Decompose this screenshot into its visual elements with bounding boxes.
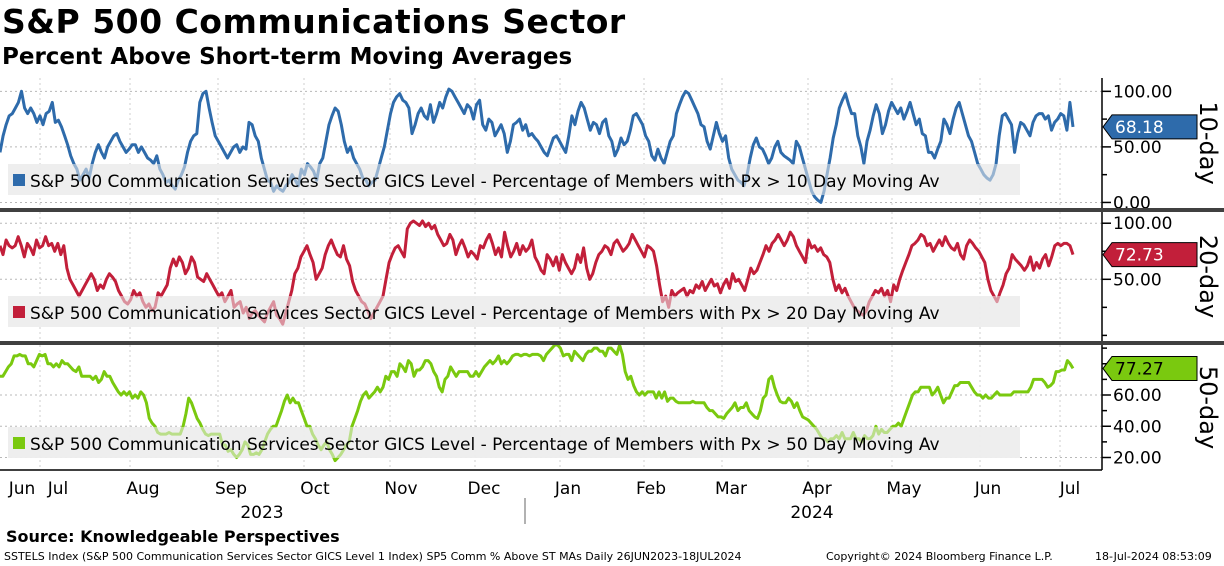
legend-label: S&P 500 Communication Services Sector GI…	[30, 172, 940, 192]
year-label: 2024	[790, 503, 833, 523]
panel-label: 10-day	[1194, 101, 1222, 184]
x-tick-label: Aug	[126, 479, 159, 499]
x-tick-label: Jul	[47, 479, 69, 499]
x-tick-label: Jun	[974, 479, 1002, 499]
year-label: 2023	[240, 503, 283, 523]
legend-label: S&P 500 Communication Services Sector GI…	[30, 435, 940, 455]
panel-separator	[0, 208, 1224, 212]
y-tick-label: 50.00	[1113, 270, 1162, 290]
legend-swatch	[13, 437, 25, 449]
last-value-label: 72.73	[1115, 246, 1164, 266]
panel-10-day: S&P 500 Communication Services Sector GI…	[0, 78, 1222, 213]
legend-label: S&P 500 Communication Services Sector GI…	[30, 304, 940, 324]
chart-subtitle: Percent Above Short-term Moving Averages	[2, 44, 573, 70]
last-value-badge	[1102, 242, 1198, 268]
panel-50-day: S&P 500 Communication Services Sector GI…	[0, 343, 1222, 470]
panel-separator	[0, 341, 1224, 345]
legend-overlay	[8, 427, 1020, 458]
source-note: Source: Knowledgeable Perspectives	[6, 527, 340, 546]
last-value-label: 77.27	[1115, 359, 1164, 379]
legend-swatch	[13, 174, 25, 186]
x-tick-label: May	[886, 479, 921, 499]
timestamp: 18-Jul-2024 08:53:09	[1095, 550, 1212, 563]
x-tick-label: Feb	[636, 479, 666, 499]
panel-20-day: S&P 500 Communication Services Sector GI…	[0, 212, 1222, 341]
x-tick-label: Jul	[1059, 479, 1081, 499]
x-tick-label: Nov	[384, 479, 417, 499]
index-info: SSTELS Index (S&P 500 Communication Serv…	[4, 550, 742, 563]
x-tick-label: Jun	[8, 479, 36, 499]
chart-title: S&P 500 Communications Sector	[2, 2, 626, 41]
series-line-20-day	[0, 219, 1075, 326]
x-tick-label: Dec	[468, 479, 501, 499]
x-tick-label: Oct	[300, 479, 330, 499]
x-tick-label: Apr	[802, 479, 831, 499]
x-tick-label: Jan	[554, 479, 581, 499]
copyright-note: Copyright© 2024 Bloomberg Finance L.P.	[826, 550, 1053, 563]
x-tick-label: Sep	[215, 479, 247, 499]
x-tick-label: Mar	[715, 479, 747, 499]
last-value-badge	[1102, 114, 1198, 140]
y-tick-label: 20.00	[1113, 449, 1162, 469]
panel-label: 20-day	[1194, 235, 1222, 318]
y-tick-label: 60.00	[1113, 386, 1162, 406]
last-value-label: 68.18	[1115, 118, 1164, 138]
legend-overlay	[8, 164, 1020, 195]
legend-swatch	[13, 306, 25, 318]
y-tick-label: 100.00	[1113, 214, 1172, 234]
last-value-badge	[1102, 355, 1198, 381]
panel-label: 50-day	[1194, 366, 1222, 449]
y-tick-label: 100.00	[1113, 82, 1172, 102]
legend-overlay	[8, 296, 1020, 327]
y-tick-label: 40.00	[1113, 417, 1162, 437]
y-tick-label: 50.00	[1113, 138, 1162, 158]
